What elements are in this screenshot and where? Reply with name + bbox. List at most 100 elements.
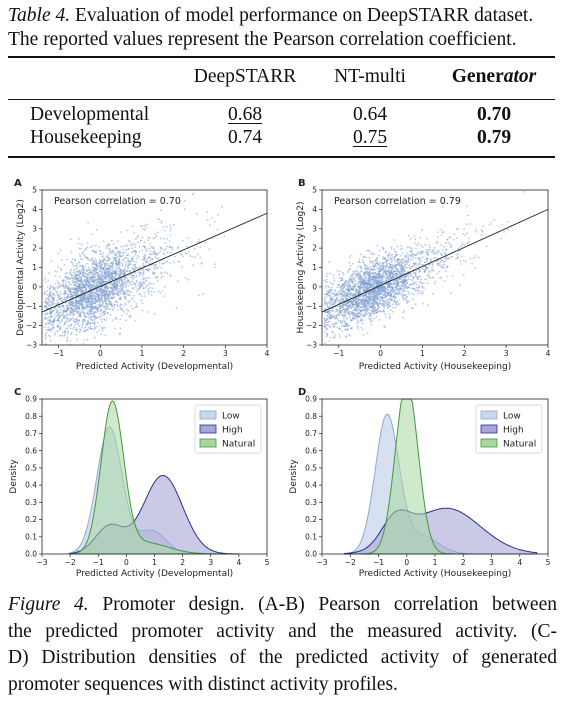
- scatter-point: [124, 296, 127, 298]
- scatter-point: [407, 278, 410, 281]
- scatter-point: [378, 262, 381, 264]
- scatter-point: [350, 254, 353, 257]
- scatter-point: [425, 251, 428, 254]
- scatter-point: [329, 281, 331, 284]
- scatter-point: [338, 273, 341, 276]
- scatter-point: [406, 246, 409, 248]
- scatter-point: [388, 317, 391, 319]
- scatter-point: [409, 259, 412, 262]
- scatter-point: [142, 262, 145, 265]
- scatter-point: [144, 226, 147, 229]
- row-label-developmental: Developmental: [30, 104, 150, 125]
- scatter-point: [373, 285, 376, 288]
- scatter-point: [61, 331, 64, 333]
- scatter-point: [113, 289, 115, 292]
- scatter-point: [415, 276, 418, 278]
- scatter-point: [384, 287, 387, 290]
- scatter-point: [500, 237, 503, 240]
- scatter-point: [357, 328, 359, 330]
- table-caption: Table 4. Evaluation of model performance…: [8, 4, 556, 52]
- scatter-point: [375, 299, 378, 302]
- scatter-point: [103, 258, 106, 261]
- scatter-point: [94, 336, 97, 339]
- scatter-point: [44, 317, 47, 320]
- scatter-point: [137, 271, 139, 274]
- scatter-point: [415, 247, 417, 250]
- scatter-point: [401, 252, 404, 254]
- scatter-point: [65, 298, 67, 301]
- scatter-point: [384, 269, 386, 271]
- scatter-point: [460, 255, 463, 258]
- scatter-point: [85, 322, 88, 324]
- scatter-point: [70, 318, 72, 321]
- scatter-point: [132, 283, 135, 286]
- scatter-point: [351, 302, 353, 304]
- scatter-point: [341, 277, 344, 280]
- scatter-point: [70, 331, 73, 334]
- scatter-point: [93, 295, 96, 298]
- scatter-point: [147, 288, 150, 290]
- scatter-point: [104, 326, 106, 329]
- scatter-point: [368, 303, 371, 305]
- scatter-point: [93, 291, 96, 294]
- scatter-point: [163, 253, 166, 256]
- scatter-point: [141, 309, 144, 312]
- scatter-point: [122, 284, 125, 287]
- scatter-point: [136, 266, 139, 269]
- scatter-point: [69, 287, 72, 290]
- scatter-point: [406, 300, 409, 303]
- scatter-point: [390, 248, 393, 250]
- scatter-point: [119, 296, 122, 299]
- scatter-point: [339, 280, 342, 282]
- scatter-point: [393, 280, 396, 282]
- scatter-point: [410, 287, 413, 290]
- scatter-point: [94, 327, 97, 330]
- scatter-point: [338, 270, 341, 273]
- scatter-point: [76, 274, 79, 277]
- scatter-point: [402, 289, 405, 292]
- scatter-point: [397, 259, 400, 261]
- scatter-point: [331, 330, 334, 333]
- scatter-point: [83, 274, 85, 277]
- scatter-point: [401, 296, 404, 298]
- scatter-point: [329, 317, 332, 320]
- scatter-point: [159, 265, 161, 268]
- scatter-point: [103, 300, 106, 303]
- scatter-point: [384, 274, 387, 277]
- scatter-point: [43, 305, 46, 307]
- scatter-point: [113, 282, 116, 285]
- scatter-point: [465, 260, 467, 263]
- scatter-point: [342, 290, 345, 293]
- scatter-point: [66, 320, 69, 323]
- scatter-point: [75, 328, 78, 331]
- scatter-point: [94, 302, 96, 304]
- scatter-point: [149, 267, 152, 270]
- scatter-point: [71, 281, 74, 284]
- scatter-point: [77, 301, 80, 303]
- scatter-point: [138, 293, 141, 296]
- scatter-point: [62, 312, 64, 314]
- scatter-point: [117, 250, 120, 253]
- scatter-point: [114, 284, 117, 287]
- scatter-point: [166, 238, 169, 240]
- scatter-point: [344, 315, 347, 317]
- scatter-point: [106, 306, 108, 308]
- scatter-point: [405, 296, 407, 299]
- scatter-point: [378, 254, 380, 257]
- scatter-point: [108, 250, 111, 253]
- scatter-point: [65, 292, 68, 294]
- scatter-point: [134, 285, 137, 288]
- scatter-point: [139, 282, 142, 285]
- scatter-point: [126, 244, 129, 247]
- scatter-point: [135, 303, 138, 305]
- scatter-point: [99, 268, 102, 271]
- scatter-point: [99, 315, 102, 318]
- scatter-point: [415, 269, 418, 272]
- scatter-point: [325, 318, 328, 321]
- scatter-point: [132, 267, 135, 270]
- scatter-point: [77, 242, 80, 245]
- scatter-point: [144, 224, 147, 227]
- scatter-point: [105, 307, 108, 310]
- scatter-point: [77, 290, 80, 293]
- scatter-point: [490, 221, 493, 224]
